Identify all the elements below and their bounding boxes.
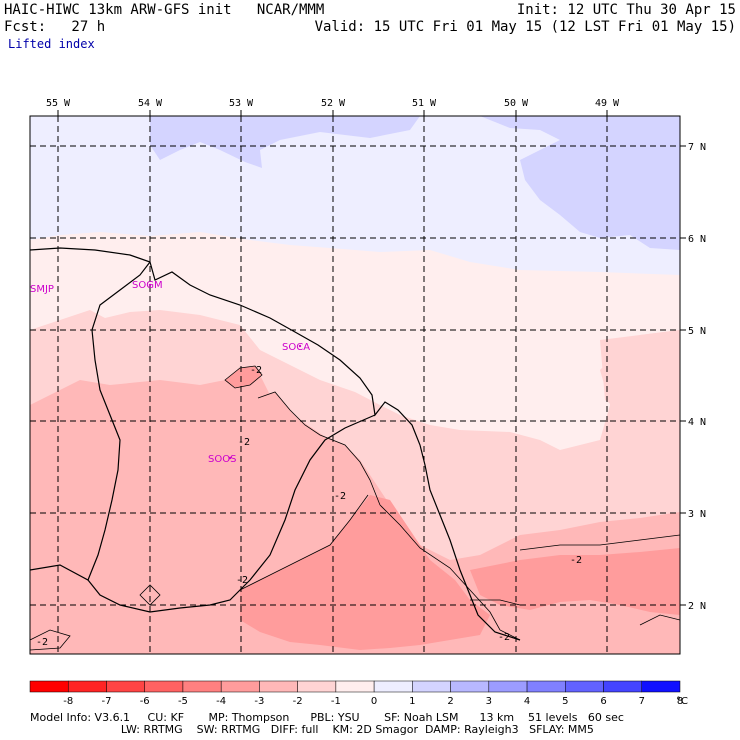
- lon-label: 50 W: [504, 98, 529, 109]
- colorbar-swatch: [144, 680, 184, 693]
- fill-dark-pink: [240, 495, 490, 650]
- station-label: SMJP: [30, 284, 54, 295]
- colorbar-tick-label: 3: [486, 696, 492, 707]
- colorbar-tick-label: -1: [331, 696, 341, 707]
- fill-dark-pink-east: [470, 548, 680, 615]
- lat-label: 3 N: [688, 509, 706, 520]
- colorbar-swatch: [259, 680, 298, 693]
- border-west: [30, 261, 151, 581]
- station-label: SOGM: [132, 280, 163, 291]
- colorbar-swatch: [565, 680, 604, 693]
- colorbar-swatch: [297, 680, 337, 693]
- fill-dark-pink-strip: [260, 392, 360, 470]
- station-labels: SMJP SOGM SOCA SOOS: [30, 280, 310, 465]
- colorbar-tick-label: 5: [562, 696, 568, 707]
- colorbar-tick-label: 7: [639, 696, 645, 707]
- border-south: [87, 414, 376, 613]
- lon-label: 51 W: [412, 98, 437, 109]
- fill-mid-blue-2: [480, 116, 680, 250]
- contour-lines: [30, 365, 680, 651]
- colorbar-swatch: [335, 680, 375, 693]
- colorbar-tick-label: 0: [371, 696, 377, 707]
- footer-line-1: Model Info: V3.6.1 CU: KF MP: Thompson P…: [30, 711, 624, 724]
- colorbar-swatch: [106, 680, 145, 693]
- lon-label: 52 W: [321, 98, 346, 109]
- colorbar-tick-label: 1: [409, 696, 415, 707]
- colorbar-tick-label: -8: [63, 696, 73, 707]
- colorbar-swatch: [641, 680, 681, 693]
- contour-label: -2: [236, 575, 248, 586]
- lon-label: 55 W: [46, 98, 71, 109]
- colorbar-tick-label: -7: [101, 696, 111, 707]
- lat-label: 6 N: [688, 234, 706, 245]
- colorbar-swatch: [526, 680, 566, 693]
- colorbar-tick-label: 6: [600, 696, 606, 707]
- fill-mid-blue-1: [150, 116, 420, 168]
- colorbar-swatch: [29, 680, 69, 693]
- station-markers: [148, 283, 302, 460]
- colorbar: -8 -7 -6 -5 -4 -3 -2 -1 0 1 2 3 4 5 6 7 8: [29, 680, 683, 707]
- colorbar-tick-label: -3: [254, 696, 264, 707]
- lat-label: 7 N: [688, 142, 706, 153]
- field-fill: [30, 116, 680, 654]
- lon-label: 53 W: [229, 98, 254, 109]
- lon-labels: 55 W 54 W 53 W 52 W 51 W 50 W 49 W: [46, 98, 620, 109]
- lat-label: 4 N: [688, 417, 706, 428]
- colorbar-unit: °C: [676, 696, 688, 707]
- footer-line-2: LW: RRTMG SW: RRTMG DIFF: full KM: 2D Sm…: [30, 723, 594, 736]
- header-init-line: Init: 12 UTC Thu 30 Apr 15: [516, 2, 736, 18]
- coastline: [30, 247, 521, 641]
- field-name: Lifted index: [8, 37, 95, 51]
- station-label: SOOS: [208, 454, 236, 465]
- colorbar-swatch: [412, 680, 451, 693]
- colorbar-tick-label: 2: [447, 696, 453, 707]
- colorbar-tick-label: 8: [677, 696, 683, 707]
- colorbar-swatch: [220, 680, 260, 693]
- colorbar-tick-label: -5: [178, 696, 188, 707]
- lat-label: 2 N: [688, 601, 706, 612]
- colorbar-swatch: [450, 680, 490, 693]
- colorbar-swatch: [373, 680, 413, 693]
- colorbar-tick-label: 4: [524, 696, 530, 707]
- colorbar-swatch: [67, 680, 107, 693]
- contour-value-labels: -2 -2 -2 -2 -2 -2 -2: [36, 365, 582, 648]
- colorbar-tick-label: -6: [140, 696, 150, 707]
- header-fcst-line: Fcst: 27 h: [4, 19, 106, 35]
- contour-label: -2: [570, 555, 582, 566]
- lon-label: 49 W: [595, 98, 620, 109]
- contour-label: -2: [36, 637, 48, 648]
- header-model-line: HAIC-HIWC 13km ARW-GFS init NCAR/MMM: [4, 2, 325, 18]
- lat-labels: 7 N 6 N 5 N 4 N 3 N 2 N: [688, 142, 706, 612]
- contour-label: -2: [334, 491, 346, 502]
- borders: [30, 247, 521, 641]
- colorbar-swatch: [182, 680, 222, 693]
- header-valid-line: Valid: 15 UTC Fri 01 May 15 (12 LST Fri …: [314, 19, 736, 35]
- fill-light-blue: [30, 116, 680, 275]
- station-label: SOCA: [282, 342, 310, 353]
- colorbar-tick-label: -2: [293, 696, 303, 707]
- lon-label: 54 W: [138, 98, 163, 109]
- colorbar-swatch: [488, 680, 528, 693]
- lat-label: 5 N: [688, 326, 706, 337]
- colorbar-swatch: [603, 680, 643, 693]
- contour-label: -2: [250, 365, 262, 376]
- map-frame: [29, 115, 681, 655]
- contour-label: -2: [498, 632, 510, 643]
- fill-light-pink-east: [600, 330, 680, 425]
- contour-label: -2: [238, 437, 250, 448]
- tick-marks: [57, 110, 686, 606]
- colorbar-tick-label: -4: [216, 696, 226, 707]
